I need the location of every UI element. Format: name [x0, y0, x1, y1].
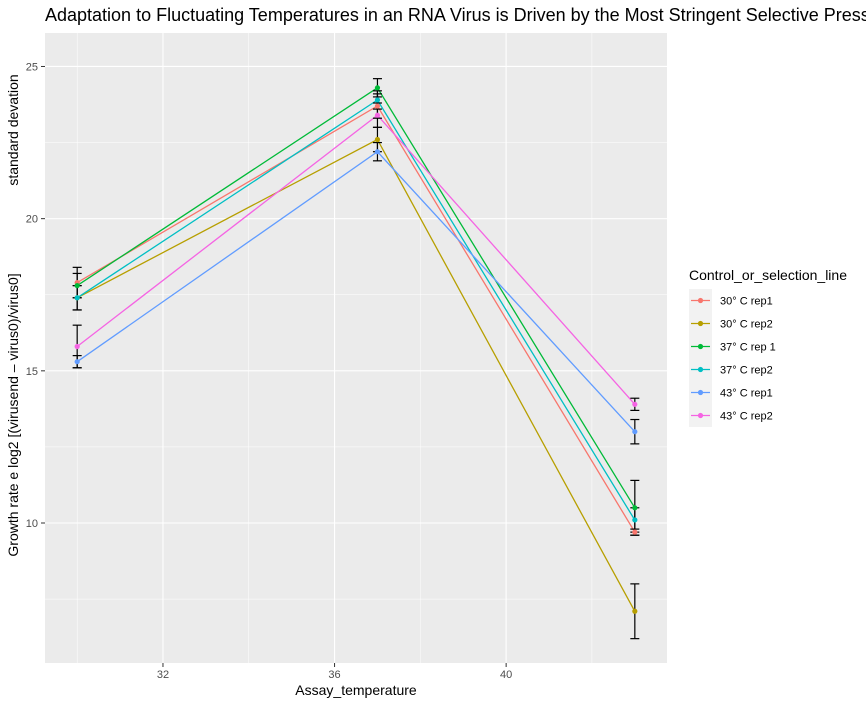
y-tick-label: 15 [26, 366, 38, 378]
legend-label: 43° C rep1 [720, 388, 773, 400]
data-point [74, 343, 80, 350]
y-tick-label: 10 [26, 518, 38, 530]
grid-lines [45, 33, 667, 663]
legend-key-point [697, 320, 704, 327]
data-point [374, 149, 381, 155]
panel-background [45, 33, 667, 663]
data-points [74, 85, 638, 614]
data-point [74, 359, 80, 365]
data-point [374, 103, 381, 109]
data-point [374, 136, 381, 143]
data-point [632, 608, 638, 614]
y-tick-label: 25 [26, 61, 38, 73]
legend-key-point [697, 389, 704, 396]
axes: 32 36 40 10 15 20 25 [26, 61, 513, 681]
legend-label: 37° C rep 1 [720, 342, 776, 354]
data-point [374, 85, 381, 91]
y-axis-title-line2: Growth rate e log2 [(virusend – virus0)/… [5, 273, 21, 556]
chart-title: Adaptation to Fluctuating Temperatures i… [45, 5, 866, 25]
y-axis-title-line1: standard devation [5, 74, 21, 185]
legend-label: 43° C rep2 [720, 411, 773, 423]
plot-panel [45, 33, 667, 663]
x-tick-label: 40 [500, 669, 512, 681]
legend-key-point [697, 297, 704, 304]
data-point [632, 401, 638, 407]
legend-label: 30° C rep1 [720, 296, 773, 308]
legend-key-point [697, 366, 704, 373]
legend-key-point [697, 343, 704, 350]
data-point [632, 505, 638, 511]
legend-title: Control_or_selection_line [689, 267, 847, 283]
data-point [632, 429, 638, 435]
data-point [374, 97, 381, 103]
legend-label: 30° C rep2 [720, 319, 773, 331]
x-axis-title: Assay_temperature [295, 682, 417, 698]
x-tick-label: 36 [328, 669, 340, 681]
data-point [74, 295, 80, 301]
legend-key-point [697, 412, 704, 419]
data-point [632, 529, 638, 535]
legend-label: 37° C rep2 [720, 365, 773, 377]
y-tick-label: 20 [26, 214, 38, 226]
x-tick-label: 32 [157, 669, 169, 681]
data-point [74, 283, 80, 289]
data-point [374, 112, 381, 118]
legend: Control_or_selection_line 30° C rep1 30° … [689, 267, 847, 427]
data-point [632, 517, 638, 523]
